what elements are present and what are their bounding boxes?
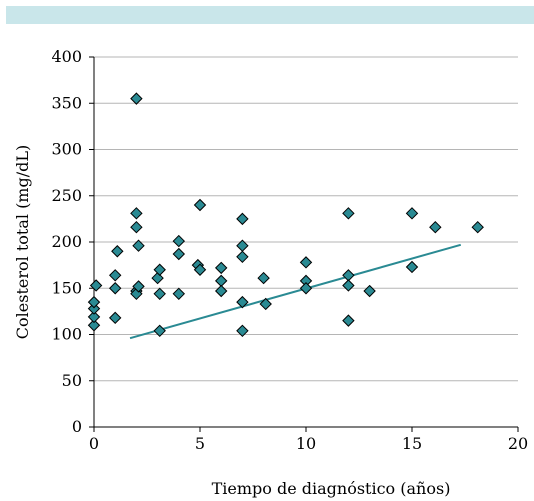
y-tick-labels: 0 50 100 150 200 250 300 350 400 [51, 47, 82, 436]
data-point [87, 295, 101, 309]
data-point [471, 220, 484, 234]
data-point [214, 274, 228, 288]
y-tick-label: 150 [51, 278, 82, 297]
y-tick-label: 350 [51, 93, 82, 112]
data-point [236, 212, 249, 226]
data-point [236, 295, 249, 309]
data-point [214, 261, 228, 275]
data-point [257, 271, 270, 285]
x-tick-label: 10 [296, 434, 316, 453]
data-point [153, 324, 166, 338]
data-point [405, 260, 419, 274]
data-point [172, 247, 186, 261]
trendline-group [129, 243, 462, 340]
data-point [299, 256, 313, 269]
data-point [132, 280, 145, 293]
data-point [193, 263, 207, 276]
x-tick-label: 0 [89, 434, 99, 453]
y-tick-label: 200 [51, 232, 82, 251]
data-point [87, 310, 101, 324]
data-point [130, 207, 143, 220]
y-tick-label: 250 [51, 186, 82, 205]
data-point [259, 297, 272, 311]
data-point [130, 92, 143, 105]
data-point [108, 282, 122, 295]
y-tick-label: 300 [51, 140, 82, 159]
data-point [87, 319, 101, 332]
data-point [87, 302, 101, 315]
data-point [130, 220, 143, 234]
y-tick-label: 50 [62, 371, 82, 390]
data-point [342, 314, 355, 327]
data-point [299, 282, 313, 295]
data-point [363, 284, 376, 298]
header-band [6, 6, 534, 24]
data-point [342, 207, 355, 220]
data-point [405, 207, 419, 220]
x-tick-label: 5 [195, 434, 205, 453]
data-point [342, 269, 355, 282]
data-point [429, 220, 442, 234]
data-point [236, 324, 249, 338]
y-axis-title: Colesterol total (mg/dL) [13, 145, 32, 339]
data-point [153, 287, 166, 301]
y-tick-label: 0 [72, 417, 82, 436]
x-tick-label: 15 [402, 434, 422, 453]
data-point [108, 311, 122, 325]
data-point [193, 198, 207, 212]
data-point [132, 239, 145, 252]
data-point [108, 269, 122, 282]
data-point [172, 287, 186, 301]
data-point [89, 279, 103, 292]
y-tick-label: 400 [51, 47, 82, 66]
axes [89, 56, 519, 432]
data-point [153, 263, 166, 276]
trendline [129, 243, 462, 340]
x-tick-labels: 0 5 10 15 20 [89, 434, 528, 453]
data-point [236, 250, 249, 264]
x-tick-label: 20 [508, 434, 528, 453]
y-tick-label: 100 [51, 325, 82, 344]
data-point [172, 234, 186, 248]
data-point [214, 284, 228, 298]
data-point [111, 245, 124, 258]
data-point [342, 279, 355, 292]
data-points [87, 92, 484, 338]
x-axis-title: Tiempo de diagnóstico (años) [212, 479, 451, 498]
